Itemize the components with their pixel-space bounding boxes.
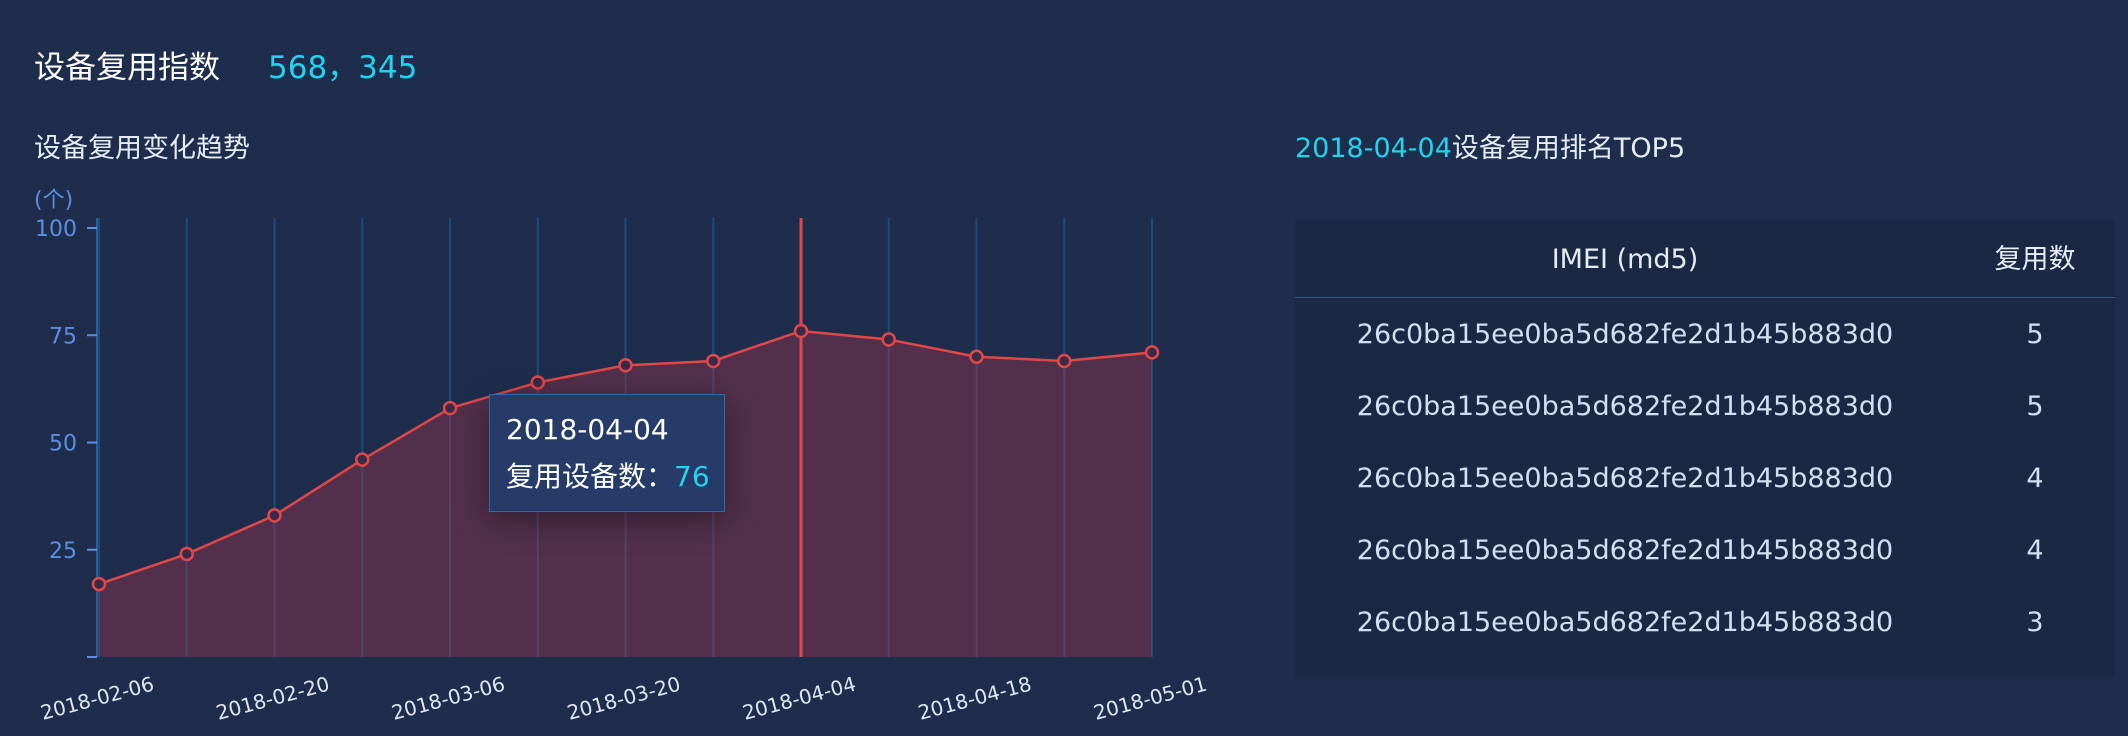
table-cell: 4: [2026, 535, 2044, 566]
y-tick-label: 50: [49, 432, 77, 457]
table-row: 26c0ba15ee0ba5d682fe2d1b45b883d0 5: [1295, 377, 2115, 437]
table-cell: 26c0ba15ee0ba5d682fe2d1b45b883d0: [1356, 391, 1894, 422]
point: [969, 349, 984, 364]
page-title: 设备复用指数: [34, 50, 220, 86]
x-tick-label: 2018-05-01: [1091, 672, 1209, 725]
x-tick-label: 2018-02-20: [213, 672, 331, 725]
x-tick-label: 2018-04-04: [740, 672, 858, 725]
tooltip: 2018-04-04 复用设备数：76: [489, 394, 725, 512]
table-cell: 26c0ba15ee0ba5d682fe2d1b45b883d0: [1356, 463, 1894, 494]
table-cell: 26c0ba15ee0ba5d682fe2d1b45b883d0: [1356, 319, 1894, 350]
ranking-title: 2018-04-04设备复用排名TOP5: [1295, 126, 1685, 165]
point: [881, 332, 896, 347]
chart: 25 50 75 100 2018-02-06 2018-02-20 2018-03-06 2…: [35, 217, 1209, 725]
ranking-table: IMEI (md5) 复用数 26c0ba15ee0ba5d682fe2d1b4…: [1295, 220, 2115, 678]
tooltip-text: 复用设备数：76: [506, 455, 710, 495]
header-divider: [1295, 297, 2115, 298]
point: [793, 323, 809, 339]
x-tick-label: 2018-04-18: [915, 672, 1033, 725]
column-header: 复用数: [1994, 244, 2076, 275]
tooltip-value: 76: [674, 460, 710, 493]
point: [530, 375, 545, 390]
y-tick-label: 25: [49, 539, 77, 564]
tooltip-label: 复用设备数：: [506, 460, 675, 493]
table-header: IMEI (md5) 复用数: [1295, 230, 2115, 290]
table-cell: 4: [2026, 463, 2044, 494]
y-tick-label: 75: [49, 324, 77, 349]
table-cell: 3: [2026, 607, 2044, 638]
table-cell: 5: [2026, 391, 2044, 422]
table-cell: 5: [2026, 319, 2044, 350]
point: [618, 358, 633, 373]
unit-label: (个): [34, 188, 74, 213]
x-tick-label: 2018-03-06: [389, 672, 507, 725]
index-value: 568，345: [268, 50, 418, 86]
ranking-title-text: 设备复用排名TOP5: [1451, 133, 1686, 164]
column-header: IMEI (md5): [1551, 244, 1699, 275]
point: [267, 508, 282, 523]
point: [179, 546, 194, 562]
table-row: 26c0ba15ee0ba5d682fe2d1b45b883d0 4: [1295, 521, 2115, 581]
point: [1144, 345, 1160, 360]
ranking-date: 2018-04-04: [1295, 133, 1452, 164]
x-tick-label: 2018-03-20: [564, 672, 682, 725]
table-row: 26c0ba15ee0ba5d682fe2d1b45b883d0 3: [1295, 593, 2115, 653]
tooltip-date: 2018-04-04: [506, 413, 669, 446]
point: [706, 353, 721, 369]
point: [1057, 353, 1072, 369]
chart-title: 设备复用变化趋势: [34, 133, 250, 164]
point: [355, 452, 370, 467]
table-row: 26c0ba15ee0ba5d682fe2d1b45b883d0 4: [1295, 449, 2115, 509]
point: [442, 400, 458, 416]
table-cell: 26c0ba15ee0ba5d682fe2d1b45b883d0: [1356, 535, 1894, 566]
table-row: 26c0ba15ee0ba5d682fe2d1b45b883d0 5: [1295, 305, 2115, 365]
table-cell: 26c0ba15ee0ba5d682fe2d1b45b883d0: [1356, 607, 1894, 638]
x-tick-label: 2018-02-06: [38, 672, 156, 725]
point: [91, 576, 107, 592]
y-tick-label: 100: [35, 217, 77, 242]
